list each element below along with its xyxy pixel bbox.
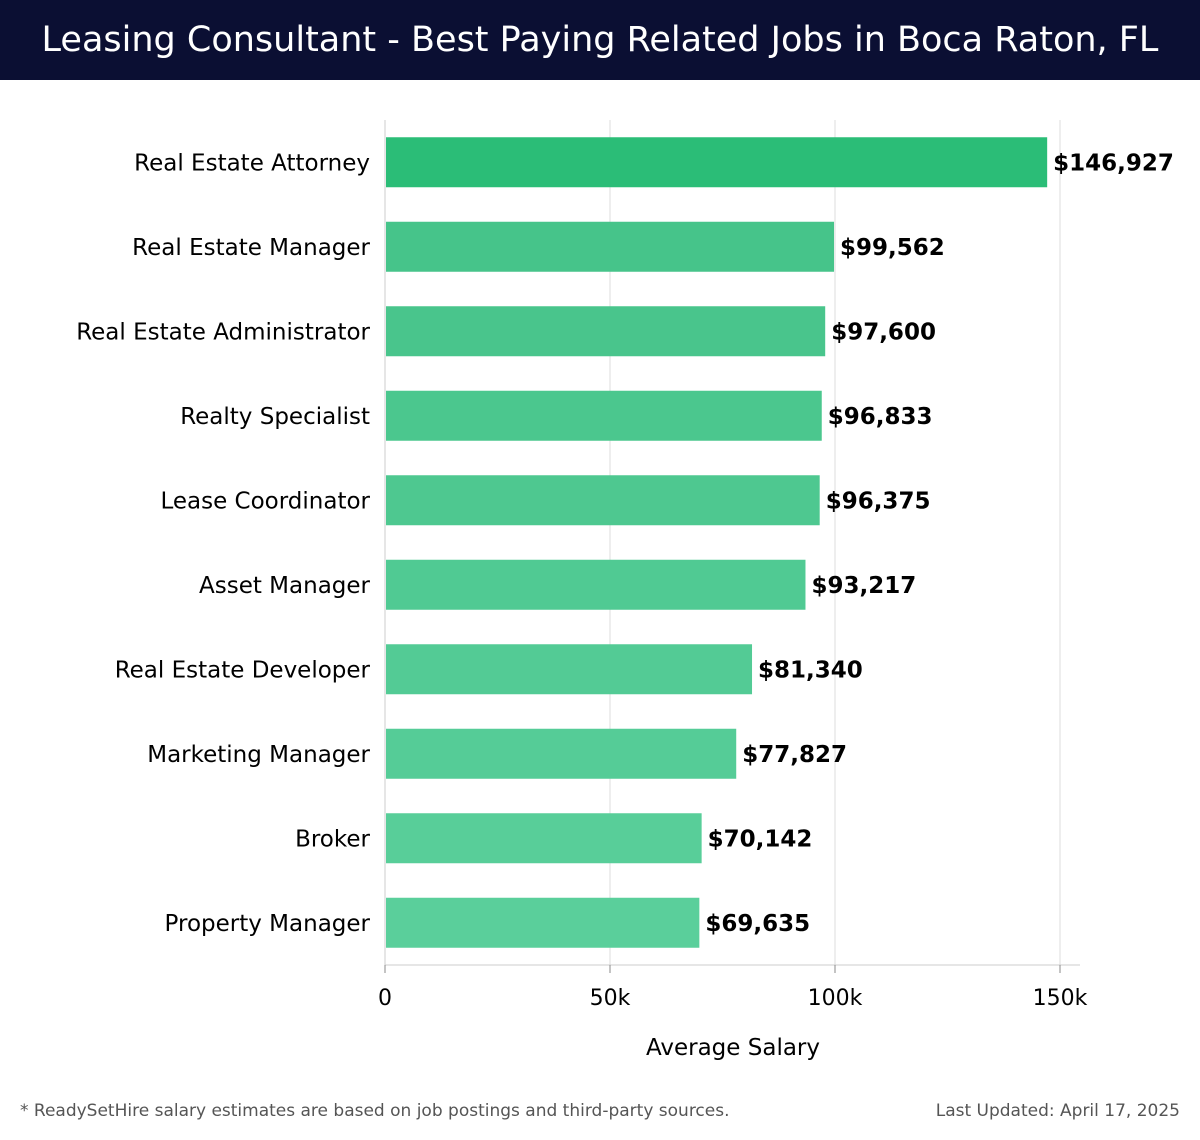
- bar: [386, 390, 822, 441]
- category-label: Real Estate Administrator: [76, 319, 370, 345]
- chart-header: Leasing Consultant - Best Paying Related…: [0, 0, 1200, 80]
- category-label: Real Estate Manager: [132, 235, 370, 261]
- category-label: Real Estate Attorney: [134, 150, 370, 176]
- value-label: $96,833: [828, 404, 933, 430]
- value-label: $69,635: [705, 911, 810, 937]
- bar: [386, 475, 820, 526]
- category-label: Marketing Manager: [147, 742, 370, 768]
- value-label: $99,562: [840, 235, 945, 261]
- x-tick-label: 0: [378, 986, 392, 1011]
- value-label: $77,827: [742, 742, 847, 768]
- category-label: Lease Coordinator: [160, 488, 370, 514]
- x-tick-label: 100k: [808, 986, 863, 1011]
- bar: [386, 813, 702, 864]
- x-tick-label: 50k: [590, 986, 631, 1011]
- last-updated: Last Updated: April 17, 2025: [935, 1101, 1180, 1121]
- category-label: Asset Manager: [199, 573, 371, 599]
- value-label: $97,600: [831, 319, 936, 345]
- footer-note: * ReadySetHire salary estimates are base…: [20, 1101, 730, 1121]
- bar: [386, 137, 1048, 188]
- category-label: Realty Specialist: [180, 404, 370, 430]
- value-label: $96,375: [826, 488, 931, 514]
- bar: [386, 559, 806, 610]
- category-label: Broker: [295, 826, 370, 852]
- bar: [386, 728, 737, 779]
- category-label: Real Estate Developer: [115, 657, 371, 683]
- bar: [386, 221, 835, 272]
- value-label: $81,340: [758, 657, 863, 683]
- bar-chart: 0 50k 100k 150k Average Salary Real Estate At…: [76, 120, 1174, 1061]
- chart-title: Leasing Consultant - Best Paying Related…: [41, 20, 1159, 60]
- value-label: $93,217: [811, 573, 916, 599]
- category-label: Property Manager: [165, 911, 371, 937]
- x-axis-label: Average Salary: [646, 1035, 820, 1061]
- value-label: $146,927: [1053, 150, 1174, 176]
- x-tick-label: 150k: [1033, 986, 1088, 1011]
- bar: [386, 644, 753, 695]
- bar: [386, 306, 826, 357]
- bar: [386, 897, 700, 948]
- value-label: $70,142: [708, 826, 813, 852]
